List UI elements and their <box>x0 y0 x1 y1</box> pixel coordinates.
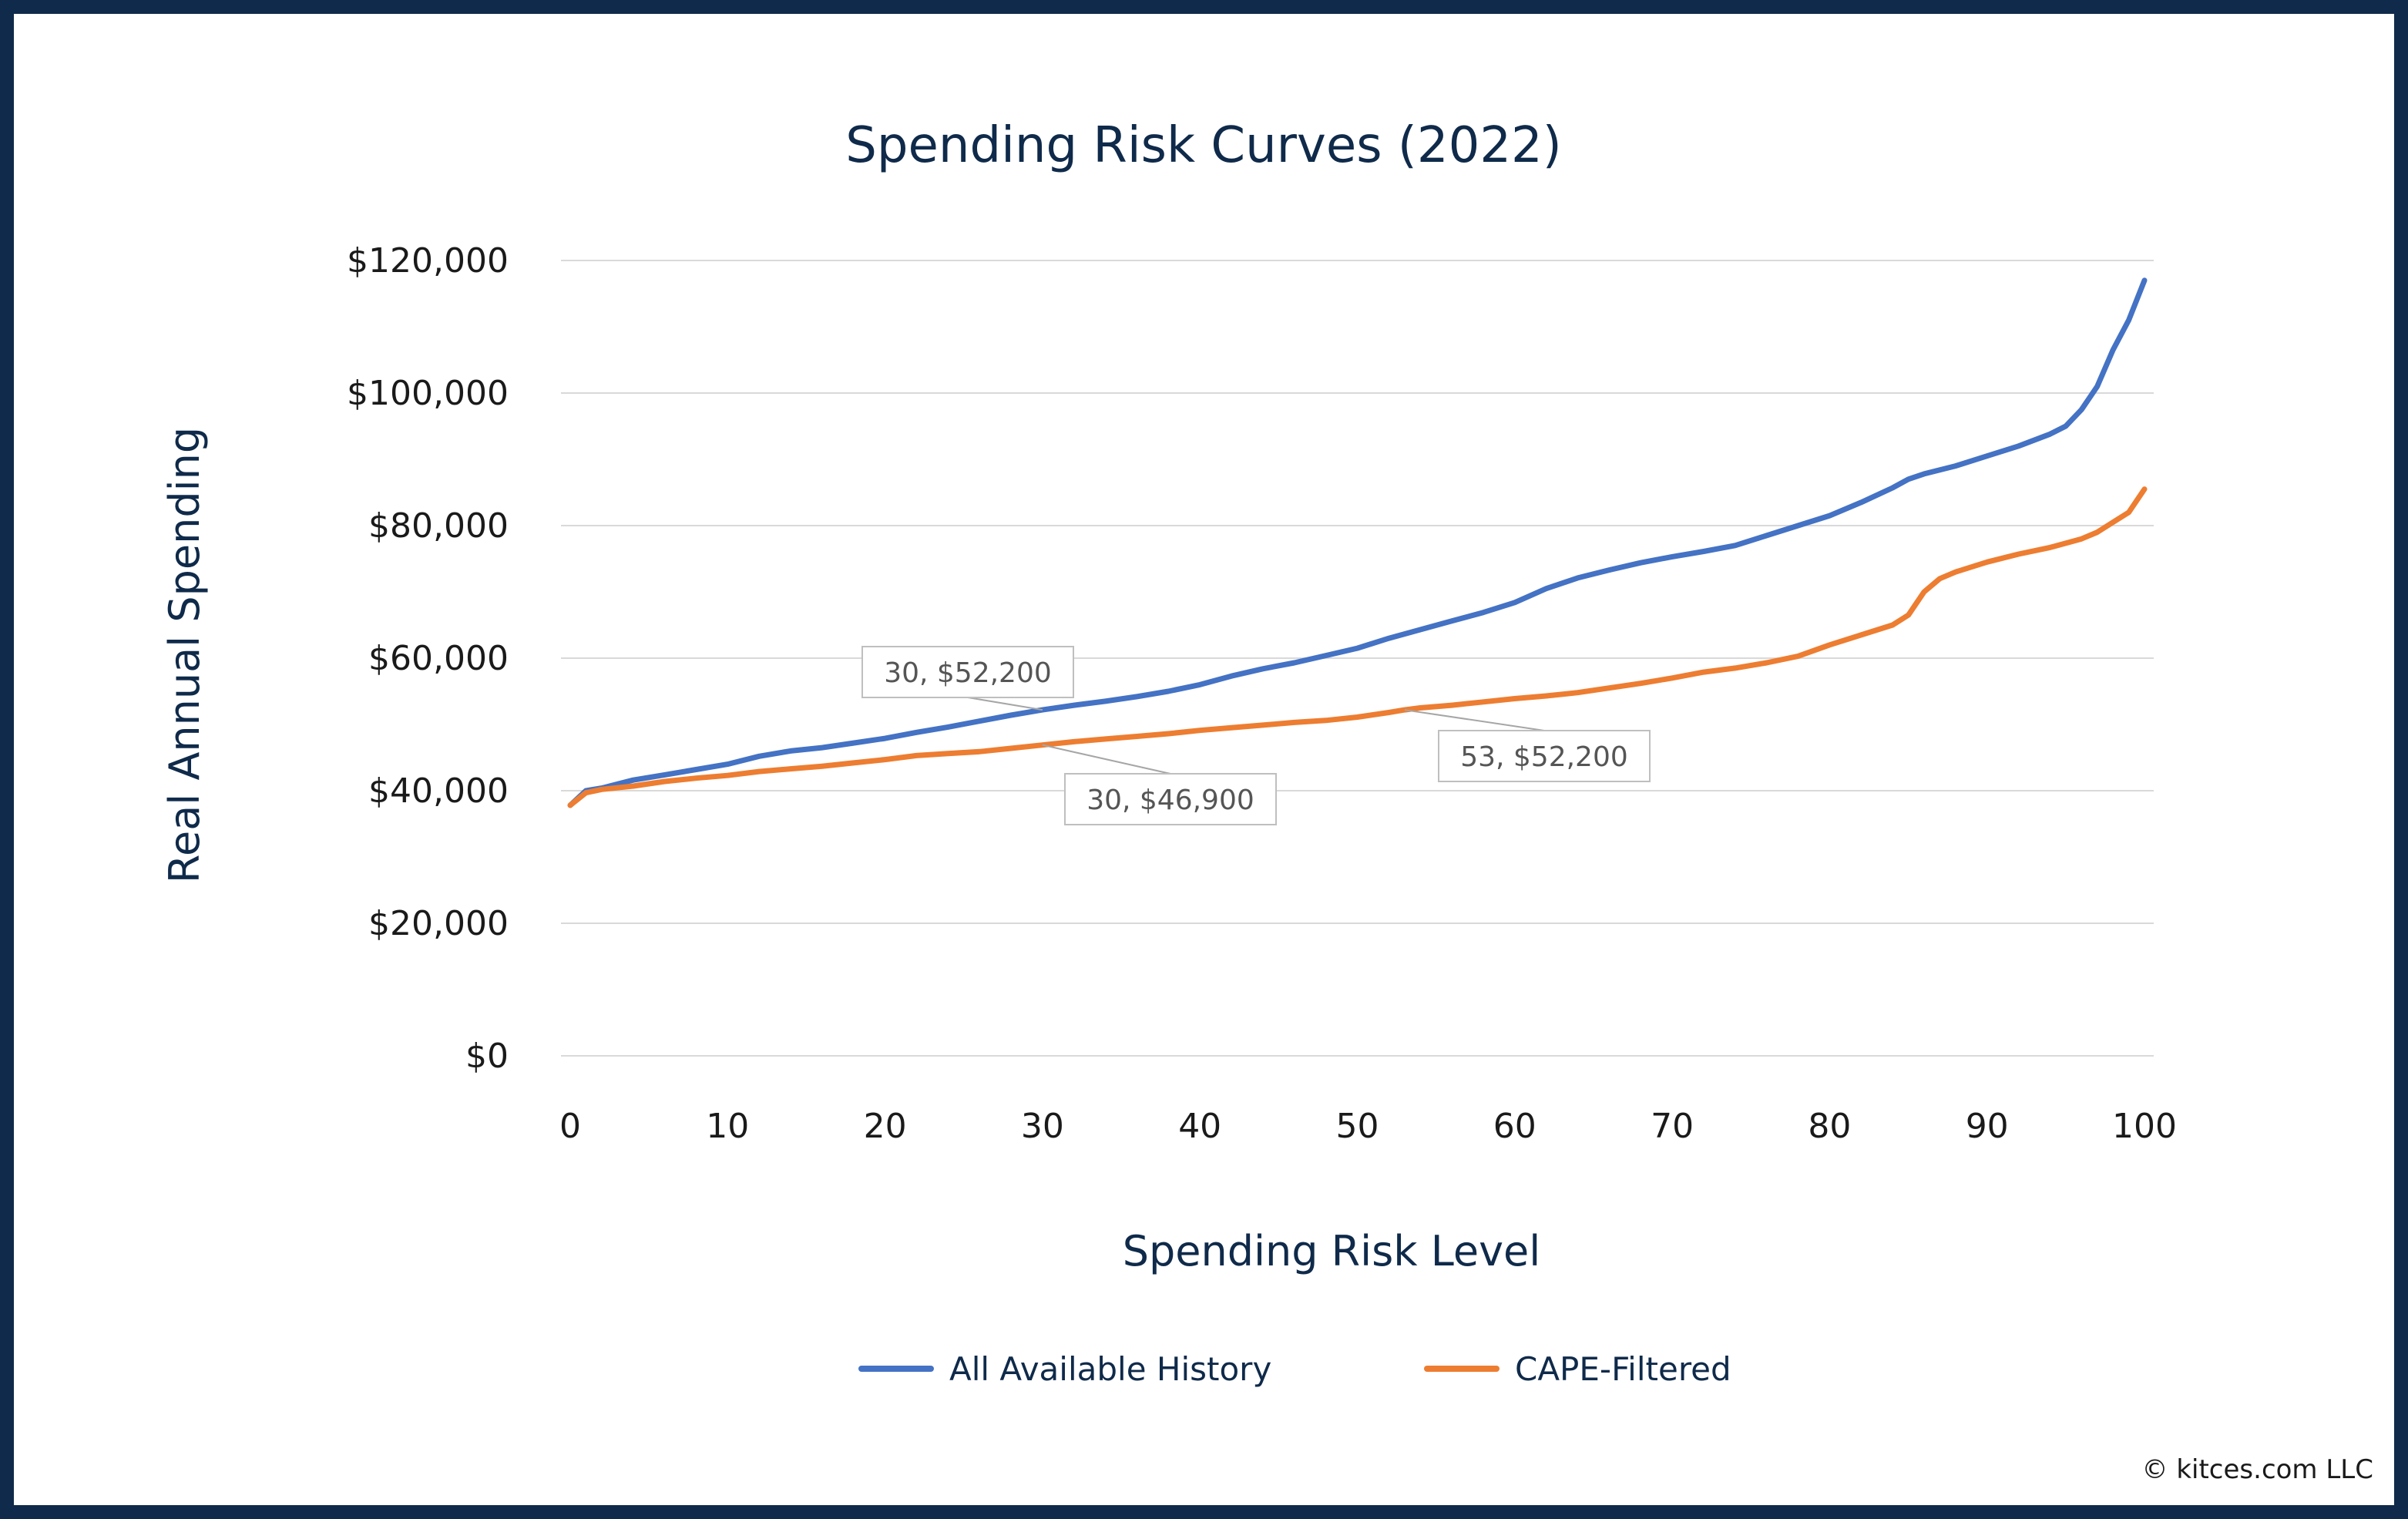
series-line-all-available-history <box>567 277 2148 808</box>
y-tick-label: $80,000 <box>368 506 509 546</box>
x-tick-label: 20 <box>864 1107 907 1146</box>
callout-box <box>861 646 1074 698</box>
legend-label: CAPE-Filtered <box>1515 1350 1731 1388</box>
y-tick-label: $120,000 <box>347 241 509 281</box>
x-tick-label: 30 <box>1021 1107 1064 1146</box>
legend: All Available History CAPE-Filtered <box>858 1350 1731 1388</box>
x-tick-label: 10 <box>706 1107 749 1146</box>
data-callout: 53, $52,200 <box>1404 709 1651 782</box>
y-axis-ticks: $0 $20,000 $40,000 $60,000 $80,000 $100,000 $1… <box>347 241 509 1076</box>
legend-label: All Available History <box>949 1350 1271 1388</box>
x-axis-label: Spending Risk Level <box>1123 1227 1541 1275</box>
x-tick-label: 90 <box>1966 1107 2009 1146</box>
y-tick-label: $0 <box>465 1037 509 1076</box>
data-callouts: 30, $52,200 30, $46,900 53, $52,200 <box>861 646 1651 825</box>
x-tick-label: 40 <box>1178 1107 1221 1146</box>
chart-title: Spending Risk Curves (2022) <box>845 117 1561 174</box>
callout-label: 30, $46,900 <box>1086 785 1254 816</box>
x-axis-ticks: 0 10 20 30 40 50 60 70 80 90 100 <box>559 1107 2177 1146</box>
y-axis-label: Real Annual Spending <box>160 427 209 883</box>
x-tick-label: 80 <box>1808 1107 1851 1146</box>
legend-item: CAPE-Filtered <box>1424 1350 1731 1388</box>
callout-box <box>1064 773 1277 825</box>
y-tick-label: $40,000 <box>368 771 509 811</box>
callout-label: 30, $52,200 <box>884 657 1052 689</box>
callout-label: 53, $52,200 <box>1460 741 1628 773</box>
x-tick-label: 60 <box>1493 1107 1536 1146</box>
callout-leader <box>967 697 1043 711</box>
data-callout: 30, $52,200 <box>861 646 1074 711</box>
callout-leader <box>1404 709 1545 731</box>
x-tick-label: 100 <box>2112 1107 2177 1146</box>
y-tick-label: $60,000 <box>368 639 509 678</box>
callout-box <box>1438 730 1651 782</box>
copyright-notice: © kitces.com LLC <box>2142 1454 2373 1485</box>
gridlines <box>561 260 2154 1057</box>
y-tick-label: $100,000 <box>347 374 509 413</box>
x-tick-label: 50 <box>1336 1107 1379 1146</box>
data-callout: 30, $46,900 <box>1042 744 1277 825</box>
x-tick-label: 0 <box>559 1107 581 1146</box>
x-tick-label: 70 <box>1651 1107 1694 1146</box>
callout-leader <box>1042 744 1171 775</box>
series-lines <box>567 277 2148 808</box>
legend-item: All Available History <box>858 1350 1271 1388</box>
y-tick-label: $20,000 <box>368 904 509 943</box>
